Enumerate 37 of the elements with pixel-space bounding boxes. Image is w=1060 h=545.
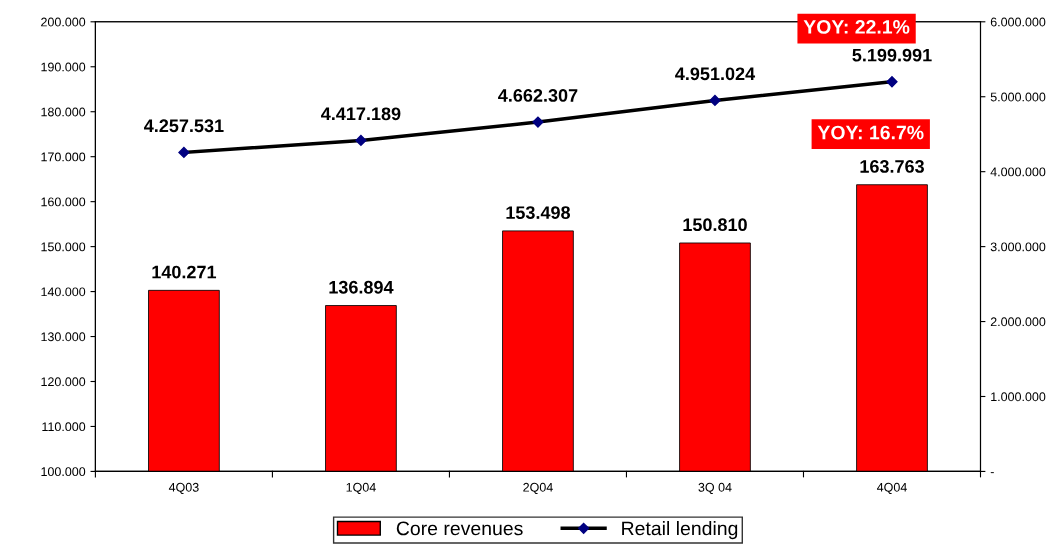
x-tick-label: 1Q04	[346, 482, 376, 494]
y-tick-label: 160.000	[41, 197, 86, 207]
y2-tick-label: 6.000.000	[990, 17, 1046, 27]
legend-label: Core revenues	[396, 521, 523, 536]
y2-tick-label: 5.000.000	[990, 92, 1046, 102]
data-label: 140.271	[152, 265, 217, 279]
y-tick-label: 120.000	[41, 377, 86, 387]
legend-label: Retail lending	[622, 521, 738, 540]
data-label: 153.498	[506, 206, 571, 220]
annotation: YOY: 22.1%	[803, 19, 910, 34]
data-label: 4.417.189	[321, 107, 401, 121]
x-tick-label: 4Q04	[876, 482, 907, 494]
y2-tick-label: 1.000.000	[991, 392, 1046, 402]
y2-tick-label: 3.000.000	[990, 242, 1046, 252]
x-tick-label: 4Q03	[168, 482, 199, 494]
y-tick-label: 130.000	[41, 332, 86, 342]
y2-tick-label: 2.000.000	[990, 317, 1046, 327]
y-tick-label: 110.000	[42, 422, 86, 432]
data-label: 4.257.531	[144, 119, 224, 133]
data-label: 4.662.307	[498, 89, 578, 102]
x-tick-label: 2Q04	[523, 482, 553, 494]
y-tick-label: 140.000	[41, 287, 86, 297]
annotation: YOY: 16.7%	[817, 125, 924, 140]
y-tick-label: 150.000	[41, 242, 86, 252]
data-label: 163.763	[860, 160, 924, 173]
data-label: 136.894	[329, 280, 394, 294]
y-tick-label: 200.000	[41, 17, 86, 27]
x-tick-label: 3Q 04	[698, 482, 732, 494]
data-label: 4.951.024	[675, 67, 756, 81]
y-tick-label: 100.000	[41, 467, 86, 477]
y-tick-label: 170.000	[41, 152, 86, 162]
y2-tick-label: 4.000.000	[990, 167, 1046, 177]
y-tick-label: 180.000	[41, 107, 86, 117]
y2-tick-label: -	[990, 472, 994, 474]
data-label: 150.810	[683, 218, 747, 232]
y-tick-label: 190.000	[41, 62, 86, 72]
data-label: 5.199.991	[852, 48, 932, 62]
